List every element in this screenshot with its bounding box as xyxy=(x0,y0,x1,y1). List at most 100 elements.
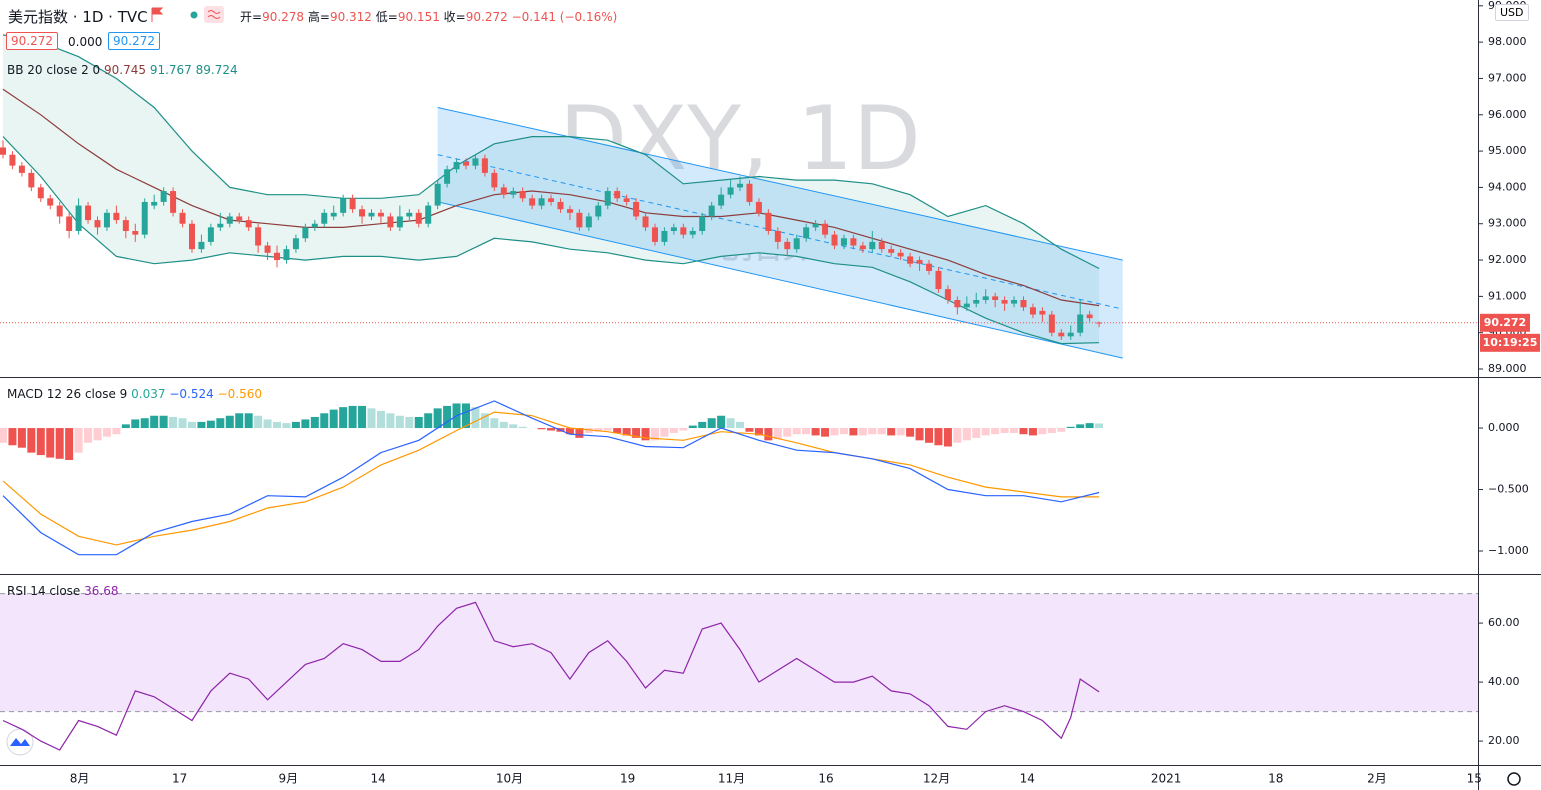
channel-lower xyxy=(437,201,1123,359)
last-price-label: 90.272 xyxy=(1484,316,1526,329)
candle-body xyxy=(160,191,167,202)
candle-body xyxy=(1001,300,1008,304)
macd-histogram-bar xyxy=(868,428,877,435)
candle-body xyxy=(463,161,470,166)
macd-histogram-bar xyxy=(811,428,820,436)
macd-histogram-bar xyxy=(679,428,688,431)
macd-histogram-bar xyxy=(972,428,981,438)
settings-button[interactable] xyxy=(1507,772,1521,786)
bb-basis-value: 90.745 xyxy=(104,63,146,77)
buy-price[interactable]: 90.272 xyxy=(108,32,160,50)
macd-histogram-bar xyxy=(707,418,716,429)
candle-body xyxy=(746,183,753,202)
candle-body xyxy=(529,198,536,206)
macd-histogram-bar xyxy=(424,413,433,429)
macd-histogram-bar xyxy=(169,416,178,429)
rsi-title: RSI 14 close xyxy=(7,584,81,598)
candle-body xyxy=(179,212,186,224)
macd-histogram-bar xyxy=(1066,426,1075,429)
macd-histogram-bar xyxy=(254,415,263,429)
data-status[interactable] xyxy=(204,6,224,23)
candle-body xyxy=(878,241,885,250)
candle-body xyxy=(170,191,177,213)
candle-body xyxy=(831,234,838,246)
x-tick-label: 14 xyxy=(1020,772,1035,786)
rsi-legend: RSI 14 close 36.68 xyxy=(7,584,119,598)
macd-histogram-bar xyxy=(717,415,726,429)
macd-histogram-bar xyxy=(1000,428,1009,433)
candle-body xyxy=(217,223,224,228)
candle-body xyxy=(255,227,262,246)
macd-histogram-bar xyxy=(225,415,234,429)
macd-histogram-bar xyxy=(688,425,697,429)
macd-histogram-bar xyxy=(291,421,300,429)
candle-body xyxy=(840,238,847,246)
candle-body xyxy=(642,216,649,228)
candle-body xyxy=(340,198,347,213)
candle-body xyxy=(1067,332,1074,337)
candle-body xyxy=(708,205,715,217)
candle-body xyxy=(406,212,413,217)
macd-histogram-bar xyxy=(329,409,338,429)
sell-price[interactable]: 90.272 xyxy=(6,32,58,50)
macd-histogram-bar xyxy=(754,428,763,436)
macd-histogram-bar xyxy=(641,428,650,441)
macd-histogram-bar xyxy=(962,428,971,441)
macd-histogram-bar xyxy=(1047,428,1056,433)
macd-histogram-bar xyxy=(925,428,934,443)
currency[interactable]: USD xyxy=(1495,4,1529,21)
macd-histogram-bar xyxy=(499,421,508,429)
macd-histogram-bar xyxy=(320,413,329,429)
macd-histogram-bar xyxy=(953,428,962,443)
candle-body xyxy=(1086,314,1093,319)
macd-histogram-bar xyxy=(1019,428,1028,435)
candle-body xyxy=(103,212,110,228)
logo[interactable] xyxy=(6,728,34,756)
candle-body xyxy=(132,230,139,235)
candle-body xyxy=(850,238,857,246)
macd-histogram-bar xyxy=(131,419,140,429)
y-tick-label: 89.000 xyxy=(1488,362,1527,375)
macd-histogram-bar xyxy=(395,415,404,429)
candle-body xyxy=(585,216,592,228)
macd-histogram-bar xyxy=(55,428,64,459)
macd-histogram-bar xyxy=(405,416,414,429)
macd-histogram-bar xyxy=(1038,428,1047,435)
candle-body xyxy=(415,212,422,224)
candle-body xyxy=(793,238,800,250)
y-tick-label: −0.500 xyxy=(1488,483,1529,496)
candle-body xyxy=(0,147,6,155)
candle-body xyxy=(236,216,243,221)
candle-body xyxy=(595,205,602,217)
candle-body xyxy=(425,205,432,224)
macd-histogram-bar xyxy=(0,428,7,443)
flag[interactable] xyxy=(151,7,164,22)
candle-body xyxy=(264,245,271,253)
macd-histogram-bar xyxy=(471,407,480,429)
y-tick-label: 96.000 xyxy=(1488,108,1527,121)
candle-body xyxy=(75,205,82,231)
macd-histogram-bar xyxy=(386,413,395,429)
macd-histogram-bar xyxy=(480,413,489,429)
candle-body xyxy=(387,216,394,228)
candle-body xyxy=(28,172,35,188)
status-dot xyxy=(190,11,198,19)
macd-title: MACD 12 26 close 9 xyxy=(7,387,128,401)
macd-histogram-bar xyxy=(74,428,83,453)
bb-lower-value: 89.724 xyxy=(195,63,238,77)
candle-body xyxy=(226,216,233,224)
x-tick-label: 14 xyxy=(370,772,385,786)
candle-body xyxy=(897,252,904,257)
candle-body xyxy=(359,209,366,217)
y-tick-label: 94.000 xyxy=(1488,180,1527,193)
candle-body xyxy=(113,212,120,221)
candle-body xyxy=(670,227,677,231)
macd-histogram-bar xyxy=(216,418,225,429)
macd-histogram-bar xyxy=(244,413,253,429)
candle-body xyxy=(935,270,942,290)
macd-histogram-bar xyxy=(8,428,17,446)
macd-histogram-bar xyxy=(178,418,187,429)
candle-body xyxy=(472,158,479,166)
macd-histogram-bar xyxy=(745,428,754,432)
